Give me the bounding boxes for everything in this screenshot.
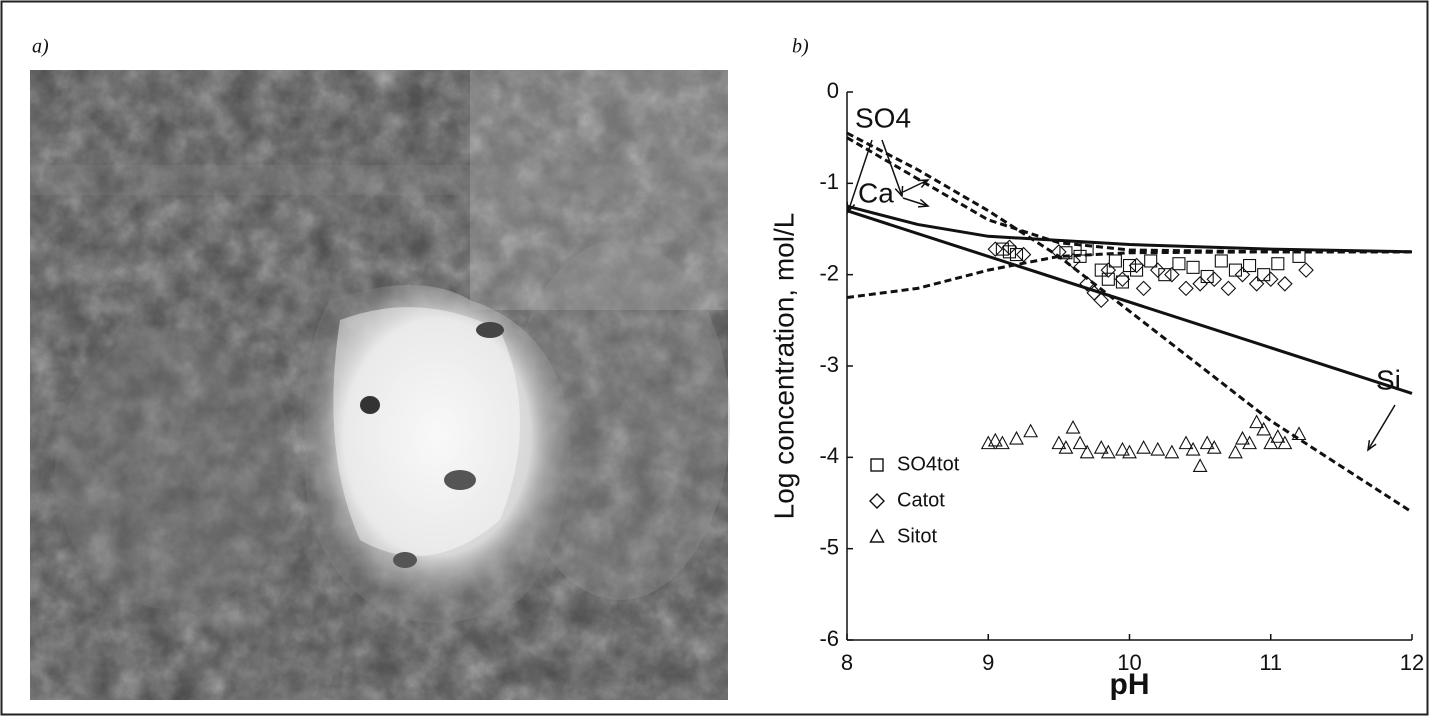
- arrow-head: [1368, 440, 1376, 450]
- point: [1243, 437, 1256, 449]
- point: [1102, 446, 1115, 458]
- x-tick-label: 12: [1400, 650, 1424, 675]
- point: [1278, 277, 1292, 291]
- point: [1208, 441, 1221, 453]
- point: [1137, 281, 1151, 295]
- point: [1201, 270, 1213, 282]
- y-tick-label: -6: [819, 626, 839, 651]
- point: [1207, 272, 1221, 286]
- legend-marker: [871, 530, 884, 542]
- point: [1137, 441, 1150, 453]
- point: [1221, 281, 1235, 295]
- point: [1151, 443, 1164, 455]
- photo: [30, 70, 730, 700]
- legend-label: SO4tot: [897, 453, 960, 475]
- point: [1102, 273, 1114, 285]
- point: [1116, 443, 1129, 455]
- annotation: SO4: [855, 102, 911, 133]
- point: [1101, 263, 1115, 277]
- figure: a) b) 89101112-6-5-4-3-2-10pHLog concent…: [0, 0, 1430, 717]
- annotation-arrow: [1368, 405, 1395, 450]
- point: [989, 434, 1002, 446]
- x-tick-label: 9: [982, 650, 994, 675]
- point: [1264, 272, 1278, 286]
- legend-marker: [870, 494, 884, 508]
- y-tick-label: -1: [819, 169, 839, 194]
- point: [1081, 446, 1094, 458]
- annotation: Ca: [858, 177, 894, 208]
- y-tick-label: -2: [819, 260, 839, 285]
- point: [1229, 446, 1242, 458]
- legend-label: Catot: [897, 489, 945, 511]
- legend-marker: [871, 459, 883, 471]
- point: [1109, 255, 1121, 267]
- point: [1215, 255, 1227, 267]
- y-tick-label: -3: [819, 352, 839, 377]
- annotation-arrow: [903, 180, 928, 192]
- x-tick-label: 11: [1259, 650, 1282, 675]
- point: [1193, 277, 1207, 291]
- model-line: [847, 206, 1412, 252]
- panel-label: a): [32, 36, 49, 58]
- point: [1130, 259, 1144, 273]
- y-axis-title: Log concentration, mol/L: [768, 213, 799, 520]
- point: [1244, 260, 1256, 272]
- x-tick-label: 8: [841, 650, 853, 675]
- model-line: [847, 252, 1412, 298]
- y-tick-label: -5: [819, 534, 839, 559]
- model-line: [847, 138, 1412, 252]
- point: [1010, 432, 1023, 444]
- x-axis-title: pH: [1110, 668, 1150, 701]
- point: [1074, 437, 1087, 449]
- point: [1145, 255, 1157, 267]
- point: [1173, 258, 1185, 270]
- panel-label: b): [792, 36, 809, 58]
- y-tick-label: 0: [827, 78, 839, 103]
- point: [1187, 261, 1199, 273]
- annotation: Si: [1376, 364, 1401, 395]
- point: [1115, 272, 1129, 286]
- point: [1017, 248, 1031, 262]
- point: [1002, 240, 1016, 254]
- point: [1250, 277, 1264, 291]
- point: [1024, 425, 1037, 437]
- point: [1067, 421, 1080, 433]
- point: [1236, 268, 1250, 282]
- point: [1250, 416, 1263, 428]
- point: [1194, 459, 1207, 471]
- point: [1059, 441, 1072, 453]
- model-line: [847, 211, 1412, 394]
- point: [1165, 446, 1178, 458]
- point: [1299, 263, 1313, 277]
- point: [1257, 423, 1270, 435]
- point: [1179, 281, 1193, 295]
- y-tick-label: -4: [819, 443, 839, 468]
- point: [988, 242, 1002, 256]
- point: [1131, 264, 1143, 276]
- point: [1003, 246, 1015, 258]
- point: [1272, 258, 1284, 270]
- point: [1151, 263, 1165, 277]
- legend-label: Sitot: [897, 525, 937, 547]
